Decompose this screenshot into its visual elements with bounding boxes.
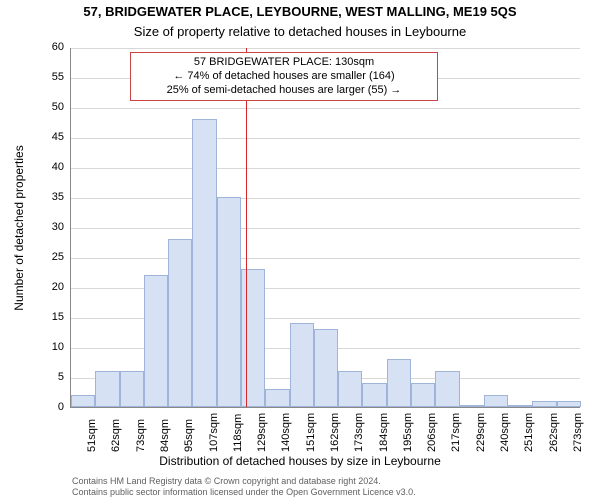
histogram-bar <box>557 401 581 407</box>
histogram-bar <box>314 329 338 407</box>
y-axis-title: Number of detached properties <box>12 145 26 310</box>
y-tick-label: 20 <box>34 281 64 293</box>
x-tick-label: 140sqm <box>280 413 292 452</box>
histogram-bar <box>435 371 459 407</box>
y-tick-label: 25 <box>34 251 64 263</box>
histogram-bar <box>95 371 119 407</box>
gridline <box>71 198 580 199</box>
y-tick-label: 40 <box>34 161 64 173</box>
footer-attribution: Contains HM Land Registry data © Crown c… <box>72 476 416 497</box>
histogram-bar <box>362 383 386 407</box>
x-tick-label: 62sqm <box>110 419 122 452</box>
annotation-box: 57 BRIDGEWATER PLACE: 130sqm ← 74% of de… <box>130 52 438 101</box>
histogram-bar <box>387 359 411 407</box>
gridline <box>71 108 580 109</box>
x-tick-label: 84sqm <box>159 419 171 452</box>
x-tick-label: 151sqm <box>305 413 317 452</box>
y-tick-label: 15 <box>34 311 64 323</box>
x-tick-label: 95sqm <box>183 419 195 452</box>
histogram-bar <box>290 323 314 407</box>
histogram-bar <box>508 405 532 407</box>
gridline <box>71 228 580 229</box>
x-tick-label: 262sqm <box>548 413 560 452</box>
footer-line-2: Contains public sector information licen… <box>72 487 416 497</box>
x-tick-label: 251sqm <box>523 413 535 452</box>
x-tick-label: 73sqm <box>135 419 147 452</box>
x-tick-label: 206sqm <box>426 413 438 452</box>
y-tick-label: 35 <box>34 191 64 203</box>
annotation-line-3: 25% of semi-detached houses are larger (… <box>139 84 429 98</box>
x-tick-label: 217sqm <box>450 413 462 452</box>
gridline <box>71 48 580 49</box>
histogram-bar <box>217 197 241 407</box>
histogram-bar <box>484 395 508 407</box>
histogram-bar <box>338 371 362 407</box>
y-tick-label: 60 <box>34 41 64 53</box>
histogram-bar <box>71 395 95 407</box>
histogram-bar <box>168 239 192 407</box>
histogram-bar <box>120 371 144 407</box>
y-tick-label: 30 <box>34 221 64 233</box>
x-tick-label: 107sqm <box>208 413 220 452</box>
y-tick-label: 45 <box>34 131 64 143</box>
x-tick-label: 184sqm <box>378 413 390 452</box>
y-tick-label: 50 <box>34 101 64 113</box>
footer-line-1: Contains HM Land Registry data © Crown c… <box>72 476 416 486</box>
histogram-bar <box>192 119 216 407</box>
gridline <box>71 168 580 169</box>
y-tick-label: 55 <box>34 71 64 83</box>
x-tick-label: 51sqm <box>86 419 98 452</box>
chart-title-line2: Size of property relative to detached ho… <box>0 24 600 39</box>
histogram-bar <box>532 401 556 407</box>
x-tick-label: 240sqm <box>499 413 511 452</box>
y-tick-label: 5 <box>34 371 64 383</box>
x-tick-label: 273sqm <box>572 413 584 452</box>
y-tick-label: 0 <box>34 401 64 413</box>
x-tick-label: 229sqm <box>475 413 487 452</box>
x-tick-label: 162sqm <box>329 413 341 452</box>
chart-container: 57, BRIDGEWATER PLACE, LEYBOURNE, WEST M… <box>0 0 600 500</box>
reference-line <box>246 48 247 407</box>
x-tick-label: 195sqm <box>402 413 414 452</box>
histogram-bar <box>265 389 289 407</box>
annotation-line-2: ← 74% of detached houses are smaller (16… <box>139 70 429 84</box>
x-tick-label: 118sqm <box>232 414 244 452</box>
chart-title-line1: 57, BRIDGEWATER PLACE, LEYBOURNE, WEST M… <box>0 4 600 19</box>
histogram-bar <box>411 383 435 407</box>
gridline <box>71 138 580 139</box>
histogram-bar <box>460 405 484 407</box>
gridline <box>71 258 580 259</box>
histogram-bar <box>241 269 265 407</box>
x-tick-label: 129sqm <box>256 413 268 452</box>
x-tick-label: 173sqm <box>353 413 365 452</box>
x-axis-title: Distribution of detached houses by size … <box>0 454 600 468</box>
annotation-line-1: 57 BRIDGEWATER PLACE: 130sqm <box>139 56 429 70</box>
plot-area <box>70 48 580 408</box>
y-tick-label: 10 <box>34 341 64 353</box>
histogram-bar <box>144 275 168 407</box>
